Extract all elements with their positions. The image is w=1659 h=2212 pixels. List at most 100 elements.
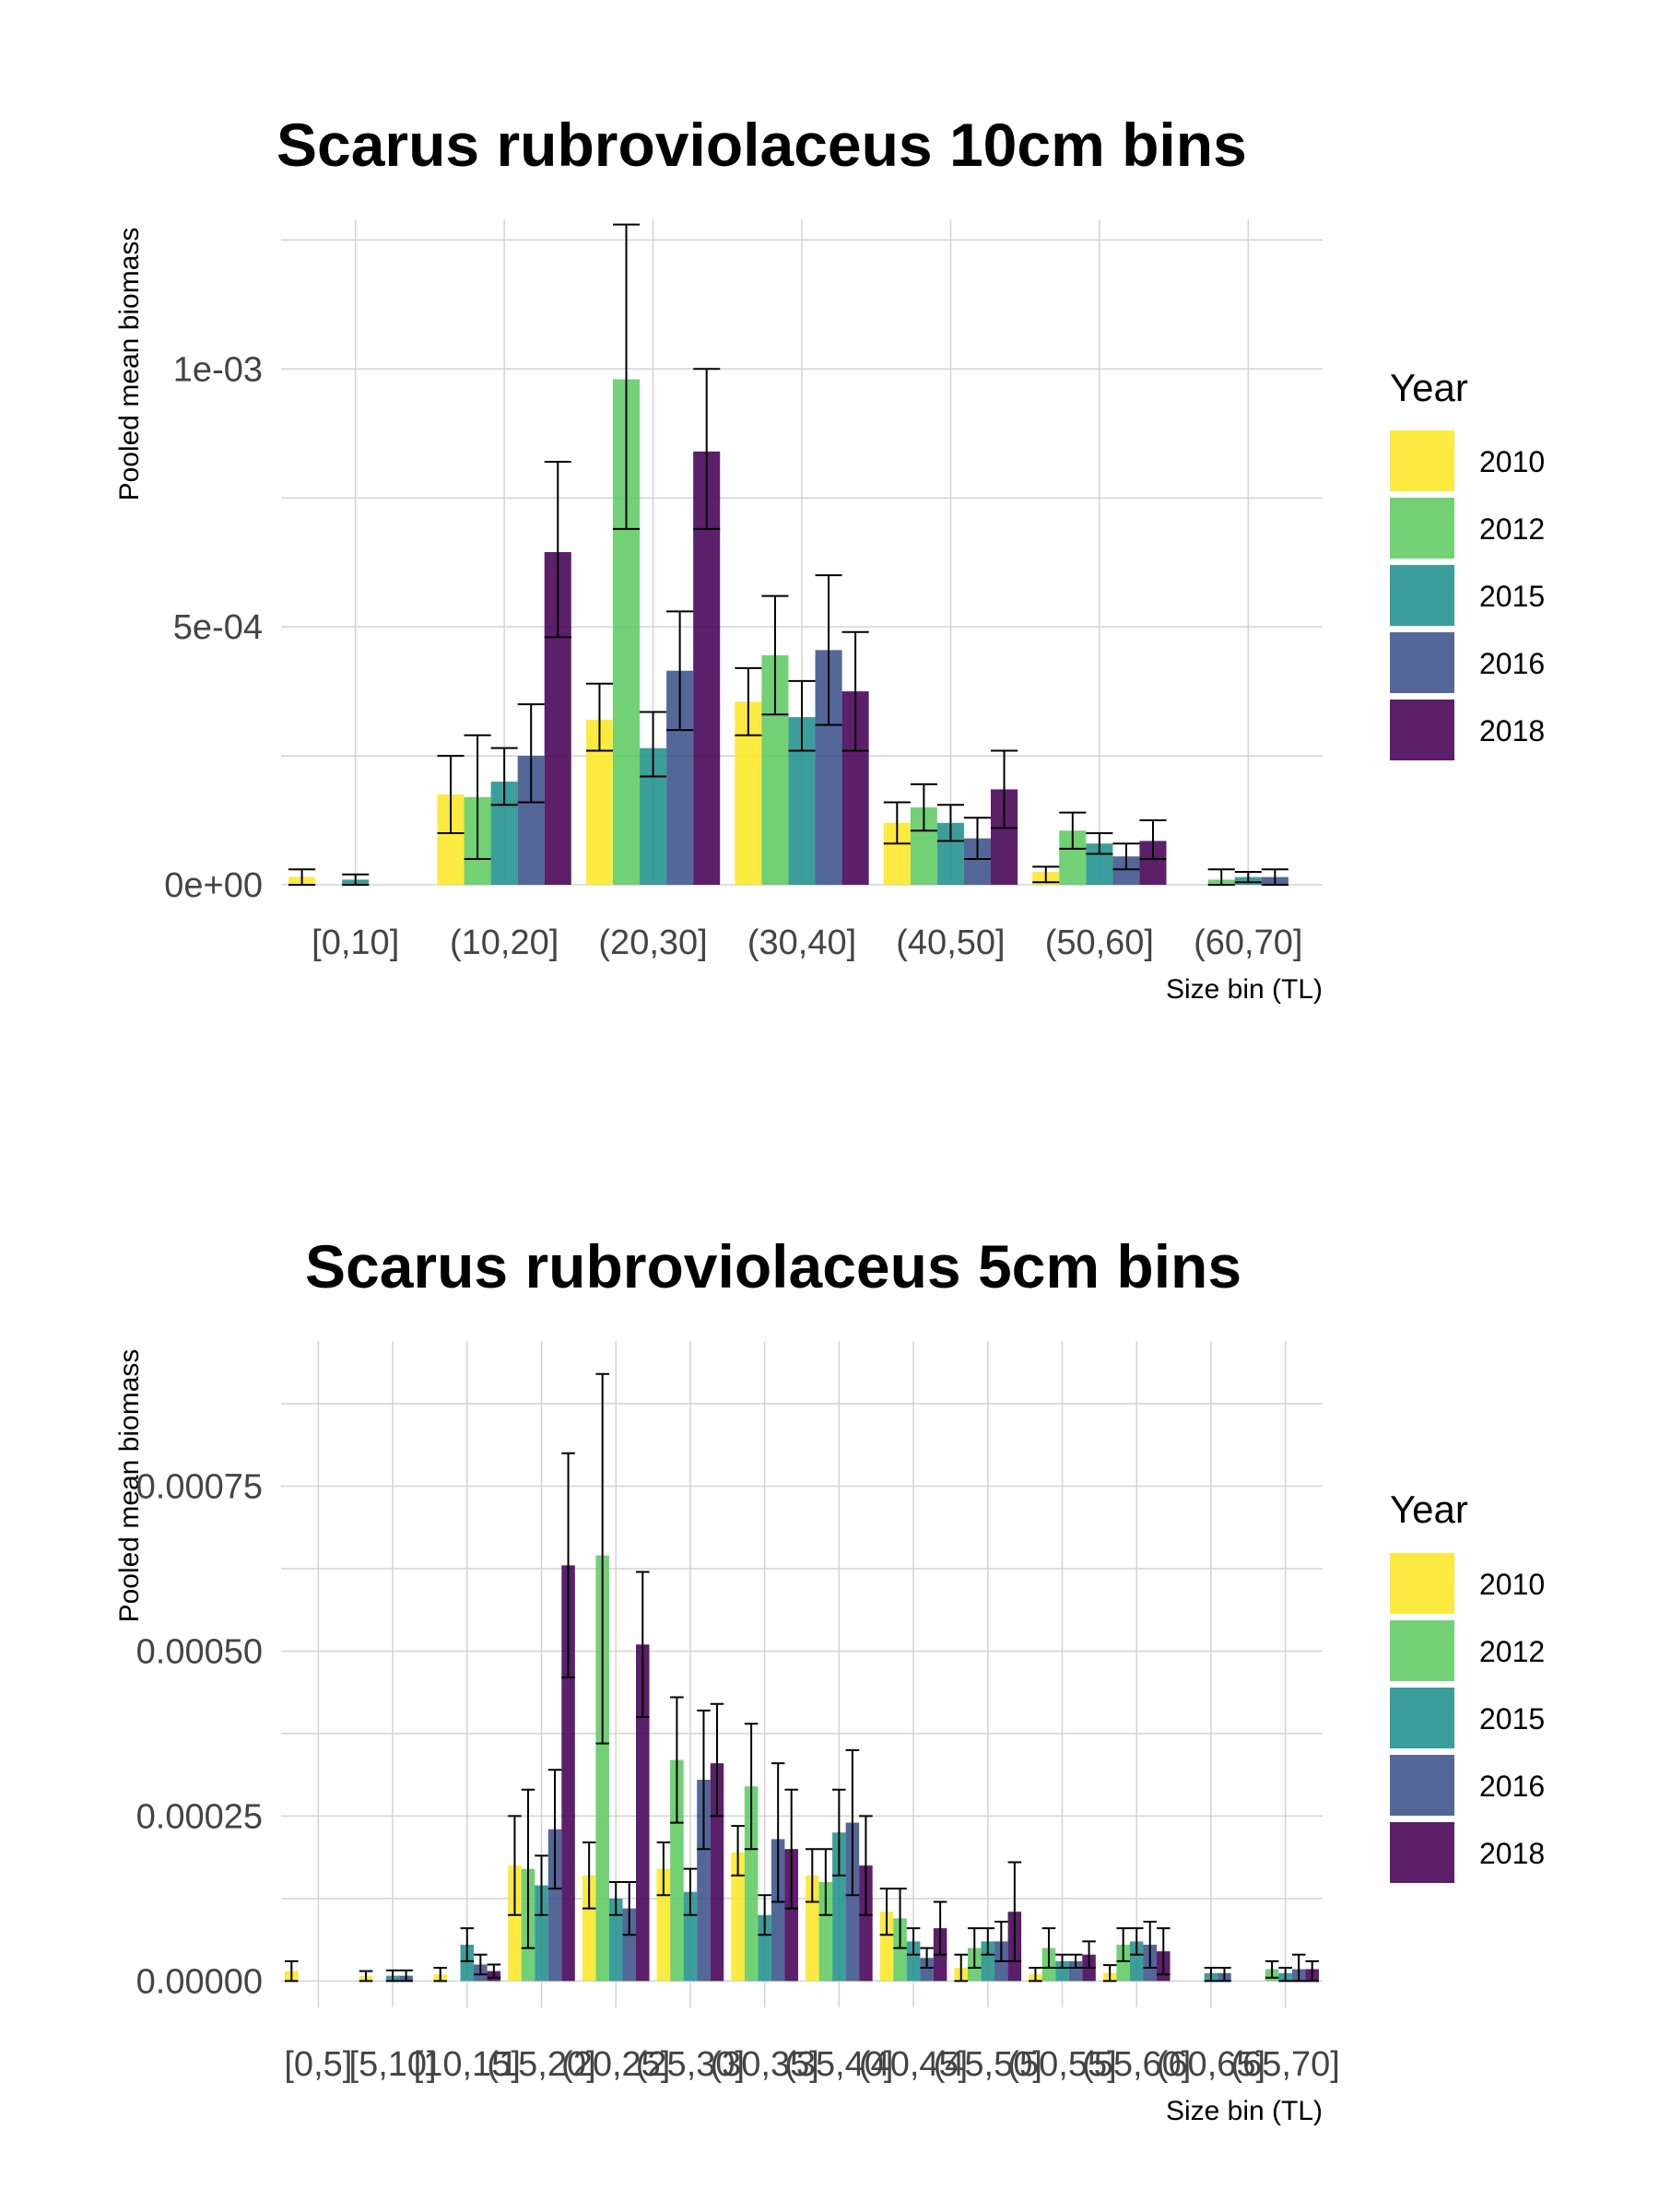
chart2-errorbar-2015 [1204, 1967, 1218, 1983]
chart2-errorbar-2015 [981, 1927, 995, 1956]
chart1-errorbar-2016 [1261, 868, 1288, 886]
chart2-bar-2016 [771, 1839, 785, 1982]
chart2-x-tick-label: [10,15] [414, 2045, 521, 2084]
chart1-errorbar-2015 [788, 679, 816, 752]
chart2-bar-2010 [582, 1875, 596, 1982]
chart2-legend-label-2016: 2016 [1479, 1770, 1545, 1803]
chart1-errorbar-2018 [544, 461, 571, 639]
chart1-errorbar-2010 [437, 755, 465, 835]
chart2-bar-2018 [636, 1644, 650, 1982]
chart1-errorbar-2018 [1139, 819, 1167, 861]
chart1-errorbar-2010 [1032, 865, 1060, 884]
chart2-errorbar-2012 [967, 1927, 982, 1970]
chart2-errorbar-2015 [758, 1894, 771, 1936]
chart2-errorbar-2010 [731, 1825, 745, 1877]
chart2-errorbar-2016 [771, 1762, 785, 1903]
chart2-errorbar-2012 [595, 1372, 609, 1745]
chart1-errorbar-2015 [640, 711, 667, 778]
chart2-bar-2012 [893, 1918, 907, 1982]
chart1-legend-key-2010 [1390, 430, 1454, 491]
chart2-legend-label-2012: 2012 [1479, 1635, 1545, 1668]
chart2-x-tick-label: (15,20] [487, 2045, 595, 2084]
chart1-errorbar-2016 [963, 817, 992, 861]
chart2-legend-key-2016 [1390, 1755, 1454, 1816]
chart2-errorbar-2016 [1068, 1953, 1083, 1970]
chart2-errorbar-2010 [1102, 1964, 1117, 1983]
chart1-legend-label-2015: 2015 [1479, 580, 1545, 613]
chart1-plot-area: 0e+00 5e-04 1e-03 [0,10] (10,20] (20,30] (30,4… [164, 219, 1323, 962]
chart1-errorbar-2010 [288, 868, 316, 886]
chart2-x-tick-label: (50,55] [1007, 2045, 1116, 2084]
chart2-errorbar-2015 [1129, 1927, 1144, 1956]
chart2-errorbar-2010 [879, 1888, 894, 1936]
chart2-plot-area: 0.00000 0.00025 0.00050 0.00075 [0,5][5,10][… [136, 1341, 1340, 2084]
chart1-errorbar-2012 [612, 223, 641, 530]
chart2-errorbar-2012 [1116, 1927, 1130, 1962]
chart1-errorbar-2015 [1086, 832, 1113, 855]
chart2-errorbar-2016 [920, 1947, 934, 1970]
chart2-bar-2012 [595, 1555, 609, 1982]
chart1-errorbar-2016 [517, 703, 545, 804]
chart1-errorbar-2012 [1207, 868, 1235, 886]
chart1-errorbar-2012 [464, 734, 491, 861]
chart2-errorbar-2012 [1265, 1959, 1279, 1979]
chart2-errorbar-2010 [954, 1953, 968, 1983]
chart1-legend-key-2015 [1390, 565, 1454, 626]
chart1-errorbar-2015 [490, 747, 518, 806]
chart2-x-tick-label: [0,5] [284, 2045, 352, 2084]
chart2-errorbar-2016 [399, 1969, 413, 1983]
chart2-bar-2015 [906, 1941, 921, 1982]
chart2-errorbar-2015 [385, 1969, 400, 1983]
chart1-errorbar-2016 [666, 610, 694, 732]
chart2-errorbar-2016 [994, 1920, 1008, 1962]
chart1-legend-label-2016: 2016 [1479, 647, 1545, 680]
chart1-errorbar-2018 [841, 630, 869, 752]
chart1-errorbar-2010 [585, 682, 613, 752]
chart2-errorbar-2010 [508, 1815, 522, 1916]
chart2-errorbar-2010 [359, 1970, 373, 1983]
chart2-errorbar-2016 [474, 1953, 488, 1976]
chart2-legend-label-2010: 2010 [1479, 1568, 1545, 1601]
chart2-y-tick-label: 0.00000 [136, 1962, 263, 2001]
chart2-bar-2016 [547, 1829, 562, 1982]
chart2-legend-title: Year [1390, 1488, 1468, 1531]
chart2-bar-2015 [608, 1898, 623, 1982]
chart2-errorbar-2012 [670, 1696, 684, 1824]
chart1-x-tick-label: (10,20] [450, 924, 559, 962]
chart2-errorbar-2012 [818, 1848, 833, 1916]
chart1-errorbar-2012 [1059, 811, 1087, 850]
chart1-legend-label-2012: 2012 [1479, 512, 1545, 546]
chart2-bar-2010 [656, 1868, 671, 1982]
chart1-ylabel: Pooled mean biomass [114, 228, 145, 501]
chart1-errorbar-2018 [693, 368, 721, 530]
chart2-xlabel: Size bin (TL) [1166, 2096, 1323, 2126]
chart1-legend-key-2012 [1390, 498, 1454, 559]
chart2-bar-2010 [731, 1852, 745, 1982]
chart2-errorbar-2016 [1143, 1920, 1158, 1970]
chart2-errorbar-2018 [933, 1900, 947, 1956]
chart2-bar-2015 [460, 1944, 475, 1982]
chart2-bar-2015 [1129, 1941, 1144, 1982]
chart2-x-tick-label: (45,50] [934, 2045, 1042, 2084]
chart1-errorbar-2012 [761, 594, 789, 716]
chart1-legend-label-2010: 2010 [1479, 445, 1545, 478]
chart2-errorbar-2016 [1218, 1967, 1231, 1983]
chart1-y-tick-label: 0e+00 [164, 866, 263, 905]
chart1-title: Scarus rubroviolaceus 10cm bins [276, 111, 1247, 179]
chart2-errorbar-2012 [893, 1888, 907, 1949]
chart2-y-tick-label: 0.00075 [136, 1467, 263, 1506]
chart2-errorbar-2015 [535, 1854, 548, 1916]
chart2-errorbar-2016 [1291, 1953, 1306, 1983]
chart2-bar-2016 [920, 1958, 934, 1982]
chart2-y-tick-label: 0.00050 [136, 1632, 263, 1671]
chart2-bar-2018 [710, 1763, 724, 1982]
chart1-errorbar-2015 [342, 873, 370, 886]
chart1-legend-key-2016 [1390, 632, 1454, 693]
chart2-errorbar-2010 [433, 1967, 447, 1983]
chart2-bar-2018 [784, 1849, 798, 1982]
chart2-legend-label-2015: 2015 [1479, 1702, 1545, 1735]
chart2-x-tick-label: (20,25] [561, 2045, 670, 2084]
chart2-errorbar-2012 [744, 1723, 759, 1851]
chart2-errorbar-2015 [460, 1927, 475, 1962]
